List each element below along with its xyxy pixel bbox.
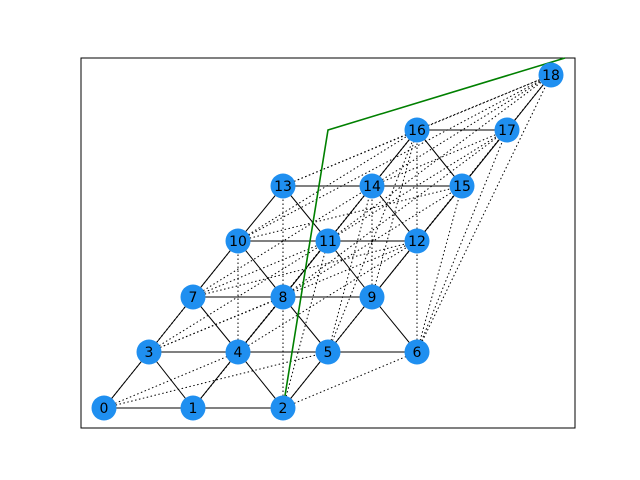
node-label-14: 14 — [363, 179, 381, 195]
dotted-edge-6-15 — [416, 185, 463, 353]
graph-node-10 — [225, 228, 251, 254]
dotted-edge-2-6 — [282, 351, 418, 409]
graph-node-14 — [359, 173, 385, 199]
dotted-edge-16-18 — [416, 74, 552, 131]
dotted-edge-8-17 — [282, 129, 508, 298]
graph-node-0 — [91, 395, 117, 421]
node-label-9: 9 — [368, 290, 377, 306]
node-label-10: 10 — [229, 234, 247, 250]
node-label-0: 0 — [100, 401, 109, 417]
highlight-path — [282, 57, 566, 409]
graph-node-9 — [359, 284, 385, 310]
dotted-edge-7-12 — [192, 240, 418, 298]
graph-node-15 — [449, 173, 475, 199]
graph-node-5 — [315, 339, 341, 365]
node-label-2: 2 — [279, 401, 288, 417]
plot-frame — [80, 57, 576, 429]
graph-node-2 — [270, 395, 296, 421]
graph-node-3 — [136, 339, 162, 365]
node-label-12: 12 — [408, 234, 426, 250]
node-label-17: 17 — [498, 123, 516, 139]
graph-node-18 — [538, 62, 564, 88]
dotted-edge-6-17 — [416, 129, 508, 353]
graph-node-6 — [404, 339, 430, 365]
graph-node-1 — [180, 395, 206, 421]
graph-node-11 — [315, 228, 341, 254]
graph-node-12 — [404, 228, 430, 254]
node-label-15: 15 — [453, 179, 471, 195]
node-label-16: 16 — [408, 123, 426, 139]
dotted-edge-2-11 — [282, 240, 329, 409]
node-label-8: 8 — [279, 290, 288, 306]
node-label-13: 13 — [274, 179, 292, 195]
dotted-edge-5-14 — [327, 185, 373, 353]
graph-node-8 — [270, 284, 296, 310]
node-label-11: 11 — [319, 234, 337, 250]
graph-node-7 — [180, 284, 206, 310]
graph-node-17 — [494, 117, 520, 143]
graph-node-13 — [270, 173, 296, 199]
node-label-1: 1 — [189, 401, 198, 417]
node-label-5: 5 — [324, 345, 333, 361]
node-label-18: 18 — [542, 68, 560, 84]
node-label-4: 4 — [234, 345, 243, 361]
dotted-edge-9-16 — [371, 129, 418, 298]
node-label-7: 7 — [189, 290, 198, 306]
graph-node-16 — [404, 117, 430, 143]
dotted-edge-10-15 — [237, 185, 463, 242]
node-label-6: 6 — [413, 345, 422, 361]
highlight-path-line — [282, 57, 566, 409]
dotted-edge-6-18 — [416, 74, 552, 353]
node-label-3: 3 — [145, 345, 154, 361]
graph-node-4 — [225, 339, 251, 365]
